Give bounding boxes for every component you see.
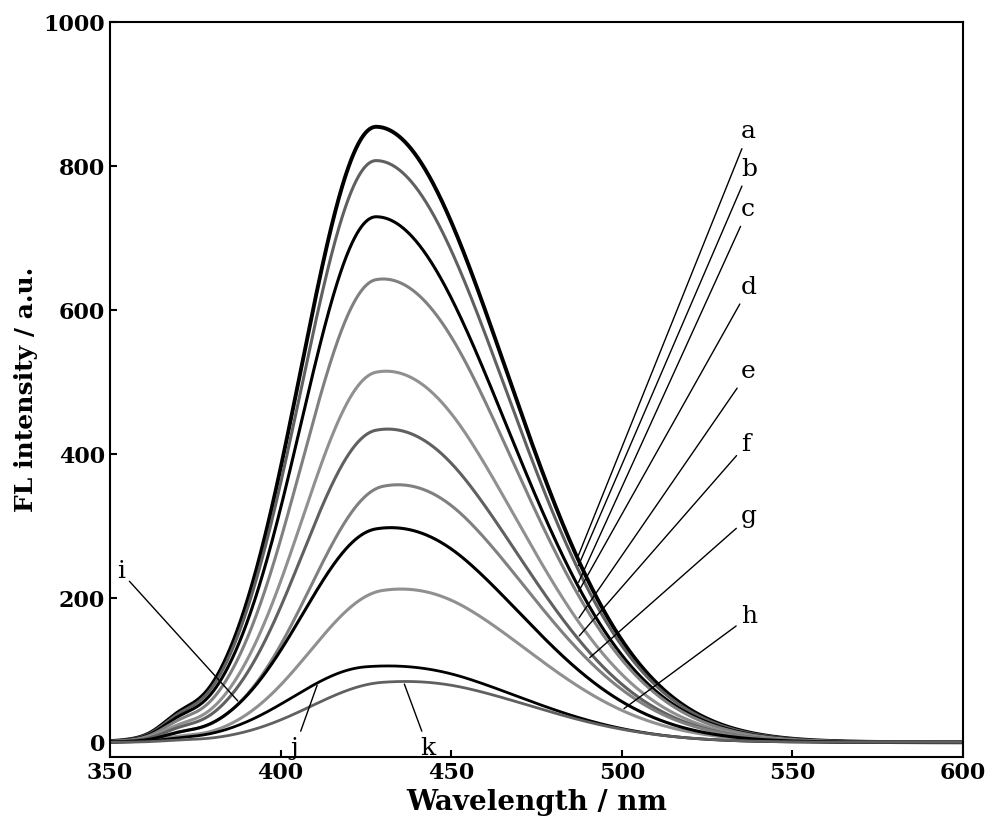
Text: e: e [579,360,756,618]
Text: a: a [578,120,756,555]
Text: d: d [579,276,757,591]
Text: j: j [291,685,317,759]
Text: g: g [590,505,757,657]
Text: c: c [579,198,755,583]
Y-axis label: FL intensity / a.u.: FL intensity / a.u. [14,267,38,512]
Text: b: b [579,158,757,565]
Text: h: h [624,605,757,709]
Text: k: k [404,684,436,759]
X-axis label: Wavelength / nm: Wavelength / nm [406,789,667,816]
Text: i: i [117,560,238,701]
Text: f: f [579,433,750,636]
